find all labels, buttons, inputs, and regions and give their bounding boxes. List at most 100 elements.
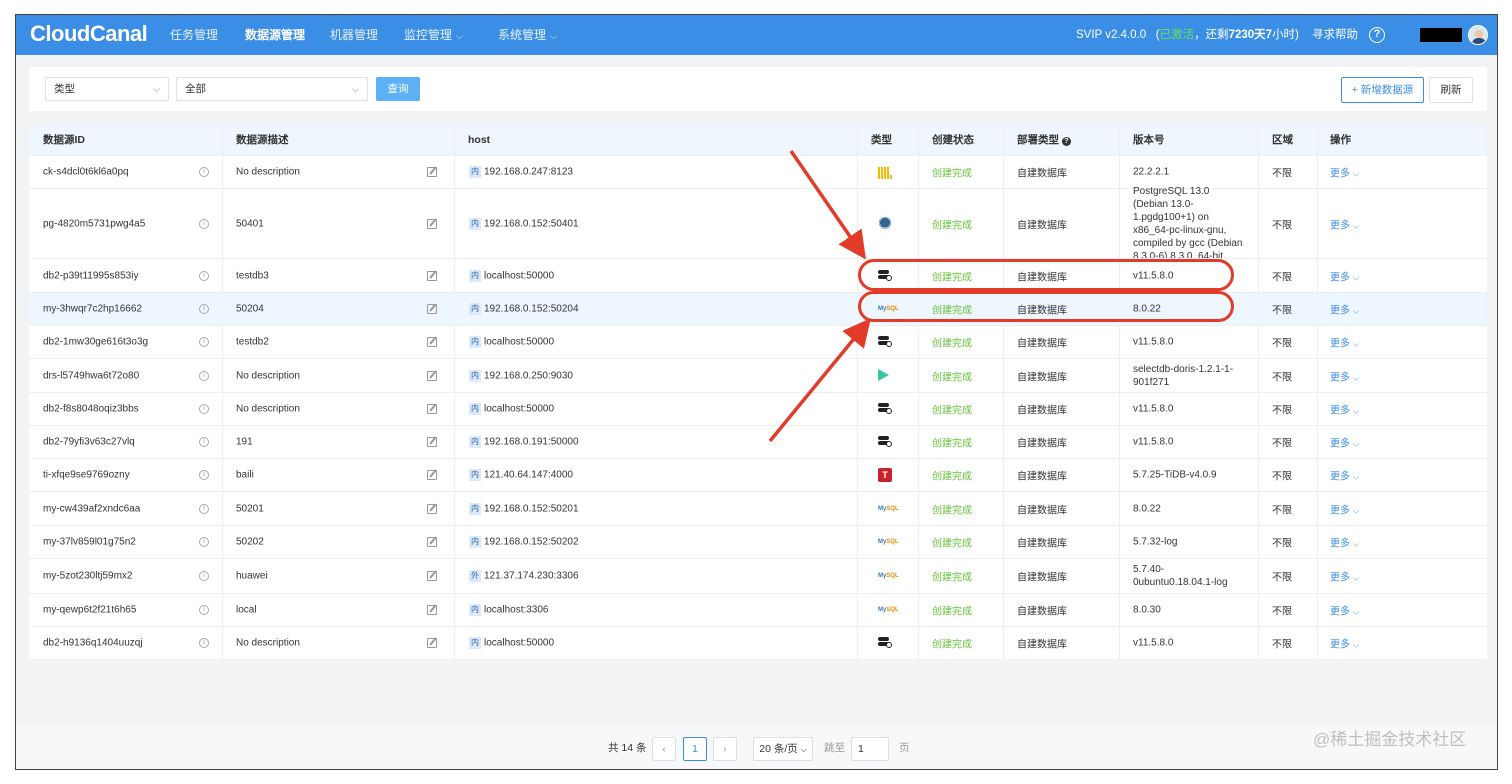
info-icon[interactable]: i bbox=[199, 337, 209, 347]
edit-icon[interactable] bbox=[427, 270, 437, 281]
nav-datasource-management[interactable]: 数据源管理 bbox=[245, 28, 306, 42]
info-icon[interactable]: i bbox=[199, 571, 209, 581]
edit-icon[interactable] bbox=[427, 503, 437, 514]
table-row: my-qewp6t2f21t6h65 i local 内 localhost:3306 M… bbox=[29, 593, 1487, 626]
datasource-id[interactable]: my-qewp6t2f21t6h65 bbox=[43, 604, 137, 616]
deploy-type: 自建数据库 bbox=[1017, 305, 1067, 317]
datasource-id[interactable]: db2-1mw30ge616t3o3g bbox=[43, 336, 149, 348]
add-datasource-button[interactable]: + 新增数据源 bbox=[1341, 77, 1424, 103]
datasource-id[interactable]: db2-f8s8048oqiz3bbs bbox=[43, 403, 139, 415]
more-actions-button[interactable]: 更多 ⌵ bbox=[1330, 368, 1359, 383]
more-actions-button[interactable]: 更多 ⌵ bbox=[1330, 402, 1359, 417]
info-icon[interactable]: i bbox=[199, 503, 209, 514]
edit-icon[interactable] bbox=[427, 337, 437, 347]
edit-icon[interactable] bbox=[427, 404, 437, 414]
datasource-id[interactable]: my-5zot230ltj59mx2 bbox=[43, 570, 133, 582]
more-actions-button[interactable]: 更多 ⌵ bbox=[1330, 603, 1359, 618]
nav-monitor-management[interactable]: 监控管理 ⌵ bbox=[404, 28, 463, 42]
goto-page-input[interactable]: 1 bbox=[851, 737, 889, 761]
page-size-select[interactable]: 20 条/页 ⌵ bbox=[753, 737, 813, 761]
network-tag: 内 bbox=[469, 469, 481, 481]
edit-icon[interactable] bbox=[427, 470, 437, 480]
status-badge: 创建完成 bbox=[932, 639, 972, 651]
datasource-id[interactable]: my-37lv859l01g75n2 bbox=[43, 536, 136, 548]
more-actions-button[interactable]: 更多 ⌵ bbox=[1330, 435, 1359, 450]
more-actions-button[interactable]: 更多 ⌵ bbox=[1330, 335, 1359, 350]
info-icon[interactable]: i bbox=[199, 404, 209, 414]
network-tag: 内 bbox=[469, 269, 481, 282]
info-icon[interactable]: i bbox=[199, 270, 209, 281]
status-badge: 创建完成 bbox=[932, 220, 972, 231]
edit-icon[interactable] bbox=[427, 571, 437, 581]
more-actions-button[interactable]: 更多 ⌵ bbox=[1330, 165, 1359, 180]
status-badge: 创建完成 bbox=[932, 438, 972, 450]
prev-page-button[interactable]: ‹ bbox=[652, 737, 676, 761]
nav-system-management[interactable]: 系统管理 ⌵ bbox=[498, 28, 557, 42]
info-icon[interactable]: i bbox=[199, 437, 209, 447]
avatar[interactable] bbox=[1468, 25, 1488, 45]
more-actions-button[interactable]: 更多 ⌵ bbox=[1330, 501, 1359, 516]
version-value: v11.5.8.0 bbox=[1133, 270, 1174, 281]
edit-icon[interactable] bbox=[427, 370, 437, 381]
page-1-button[interactable]: 1 bbox=[683, 737, 707, 761]
edit-icon[interactable] bbox=[427, 638, 437, 648]
edit-icon[interactable] bbox=[427, 218, 437, 229]
more-actions-button[interactable]: 更多 ⌵ bbox=[1330, 535, 1359, 550]
query-button[interactable]: 查询 bbox=[376, 77, 420, 101]
info-icon[interactable]: i bbox=[199, 167, 209, 177]
more-actions-button[interactable]: 更多 ⌵ bbox=[1330, 636, 1359, 651]
more-actions-button[interactable]: 更多 ⌵ bbox=[1330, 302, 1359, 317]
datasource-id[interactable]: drs-l5749hwa6t72o80 bbox=[43, 370, 140, 381]
info-icon[interactable]: i bbox=[199, 304, 209, 314]
datasource-id[interactable]: my-cw439af2xndc6aa bbox=[43, 503, 141, 514]
info-icon[interactable]: i bbox=[199, 218, 209, 229]
datasource-id[interactable]: ck-s4dcl0t6kl6a0pq bbox=[43, 166, 129, 178]
more-actions-button[interactable]: 更多 ⌵ bbox=[1330, 268, 1359, 283]
edit-icon[interactable] bbox=[427, 437, 437, 447]
nav-task-management[interactable]: 任务管理 bbox=[170, 28, 219, 42]
host-value: localhost:3306 bbox=[484, 604, 549, 616]
info-icon[interactable]: i bbox=[199, 537, 209, 547]
region-value: 不限 bbox=[1272, 438, 1292, 450]
edit-icon[interactable] bbox=[427, 167, 437, 177]
question-circle-icon[interactable]: ? bbox=[1369, 27, 1385, 43]
datasource-id[interactable]: db2-79yfi3v63c27vlq bbox=[43, 436, 135, 448]
deploy-type: 自建数据库 bbox=[1017, 438, 1067, 450]
info-icon[interactable]: i bbox=[199, 470, 209, 480]
app-logo[interactable]: CloudCanal bbox=[30, 21, 148, 46]
edit-icon[interactable] bbox=[427, 304, 437, 314]
table-row: db2-p39t11995s853iy i testdb3 内 localhost:50… bbox=[29, 258, 1487, 292]
network-tag: 内 bbox=[469, 436, 481, 448]
more-label: 更多 bbox=[1330, 538, 1350, 550]
edit-icon[interactable] bbox=[427, 537, 437, 547]
info-icon[interactable]: i bbox=[199, 605, 209, 615]
db2-icon bbox=[878, 335, 892, 349]
chevron-down-icon: ⌵ bbox=[550, 31, 557, 41]
more-actions-button[interactable]: 更多 ⌵ bbox=[1330, 569, 1359, 584]
datasource-id[interactable]: my-3hwqr7c2hp16662 bbox=[43, 303, 142, 315]
more-actions-button[interactable]: 更多 ⌵ bbox=[1330, 216, 1359, 231]
datasource-id[interactable]: db2-p39t11995s853iy bbox=[43, 270, 139, 281]
help-link[interactable]: 寻求帮助 bbox=[1312, 29, 1358, 41]
col-version: 版本号 bbox=[1133, 134, 1165, 146]
type-select[interactable]: 类型 ⌵ bbox=[45, 77, 169, 101]
username-redacted[interactable] bbox=[1420, 28, 1462, 42]
db2-icon bbox=[878, 402, 892, 416]
edit-icon[interactable] bbox=[427, 605, 437, 615]
deploy-type: 自建数据库 bbox=[1017, 405, 1067, 417]
datasource-desc: 50204 bbox=[236, 303, 264, 315]
scope-select[interactable]: 全部 ⌵ bbox=[176, 77, 368, 101]
nav-machine-management[interactable]: 机器管理 bbox=[330, 28, 379, 42]
mysql-icon: MySQL bbox=[878, 505, 899, 512]
datasource-id[interactable]: db2-h9136q1404uuzqj bbox=[43, 637, 143, 649]
info-icon[interactable]: i bbox=[199, 370, 209, 381]
datasource-id[interactable]: ti-xfqe9se9769ozny bbox=[43, 469, 130, 481]
question-circle-icon[interactable]: ? bbox=[1061, 137, 1071, 146]
chevron-down-icon: ⌵ bbox=[1353, 169, 1360, 179]
datasource-id[interactable]: pg-4820m5731pwg4a5 bbox=[43, 218, 146, 229]
next-page-button[interactable]: › bbox=[713, 737, 737, 761]
tidb-icon: T bbox=[878, 468, 892, 482]
more-actions-button[interactable]: 更多 ⌵ bbox=[1330, 468, 1359, 483]
refresh-button[interactable]: 刷新 bbox=[1429, 77, 1473, 103]
info-icon[interactable]: i bbox=[199, 638, 209, 648]
